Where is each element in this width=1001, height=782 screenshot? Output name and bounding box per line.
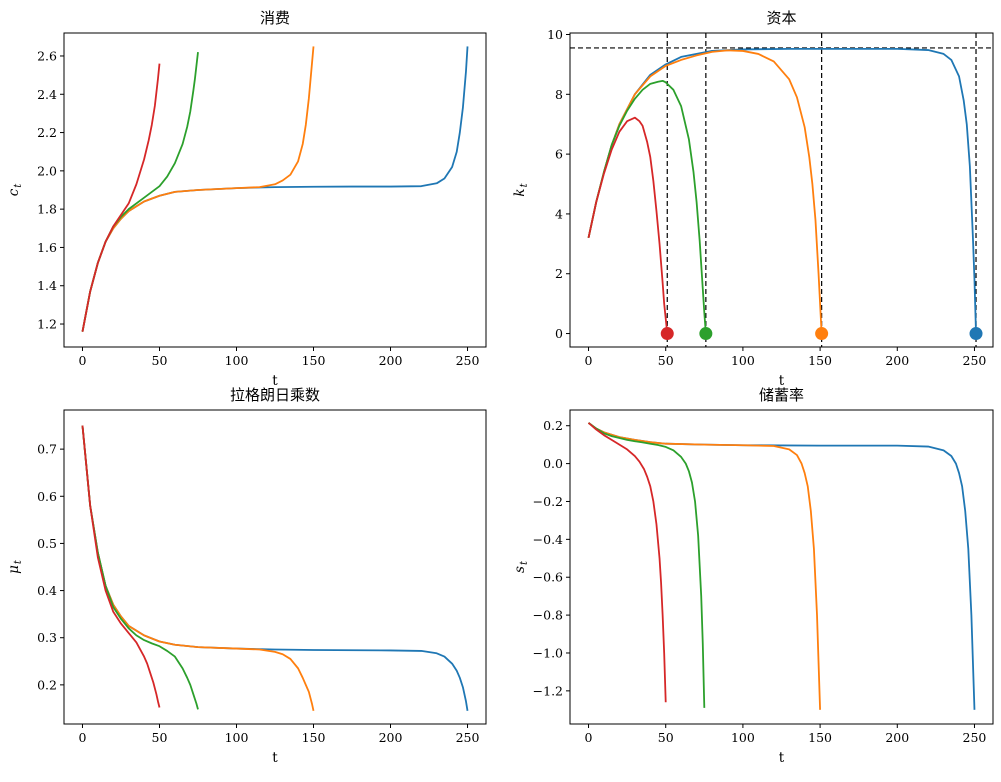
series-T50-line [587, 116, 669, 334]
axes-frame [569, 409, 994, 725]
y-tick-label: 10 [547, 27, 563, 42]
subplot-savings-rate: 0 50 100 150 200 250 0.2 0.0 −0.2 −0.4 −0.6 −0.8 −1.… [512, 386, 994, 766]
x-tick-label: 0 [585, 353, 593, 368]
y-tick-label: 1.8 [37, 202, 57, 217]
y-axis-label: st [512, 560, 530, 573]
terminal-marker-T150 [815, 327, 829, 341]
plot-area [570, 33, 993, 347]
series-T150-line [587, 422, 821, 710]
x-tick-label: 100 [731, 730, 755, 745]
x-tick-label: 150 [302, 353, 326, 368]
x-tick-label: 250 [963, 730, 987, 745]
x-tick-label: 200 [379, 353, 403, 368]
x-tick-label: 200 [885, 353, 909, 368]
y-axis-label: ct [6, 183, 24, 197]
x-tick-label: 250 [963, 353, 987, 368]
y-tick-label: 0.0 [543, 456, 563, 471]
y-tick-label: 0.6 [37, 489, 57, 504]
y-tick-label: 8 [555, 87, 563, 102]
subplot-consumption: 0 50 100 150 200 250 1.2 1.4 1.6 1.8 2.0 2.2 2.4 2.6 消… [6, 9, 487, 389]
subplot-lagrange-multiplier: 0 50 100 150 200 250 0.2 0.3 0.4 0.5 0.6 0.7 拉格朗日乘数 t… [6, 386, 487, 766]
x-tick-label: 150 [808, 730, 832, 745]
y-tick-label: −1.2 [533, 683, 563, 698]
x-tick-label: 50 [658, 353, 674, 368]
y-tick-label: −0.4 [533, 532, 563, 547]
x-tick-label: 0 [585, 730, 593, 745]
y-tick-label: 2.4 [37, 87, 57, 102]
series-T150-line [81, 46, 315, 332]
x-tick-label: 150 [302, 730, 326, 745]
y-tick-label: 0.4 [37, 583, 57, 598]
x-tick-label: 0 [79, 353, 87, 368]
x-tick-label: 50 [152, 353, 168, 368]
y-tick-label: −0.6 [533, 570, 563, 585]
y-tick-label: 6 [555, 147, 563, 162]
x-axis-label: t [272, 750, 278, 766]
x-tick-label: 0 [79, 730, 87, 745]
y-tick-label: 4 [555, 206, 563, 221]
y-tick-label: 2.0 [37, 163, 57, 178]
y-tick-label: 2.6 [37, 48, 57, 63]
series-T250-line [81, 46, 469, 332]
series-T150-line [587, 49, 823, 334]
x-tick-label: 250 [456, 353, 480, 368]
y-tick-label: 0.7 [37, 442, 57, 457]
x-tick-label: 100 [225, 353, 249, 368]
y-axis-label: kt [512, 182, 530, 196]
chart-title: 资本 [766, 9, 796, 27]
plot-area [81, 46, 469, 332]
x-tick-label: 200 [885, 730, 909, 745]
series-T50-line [587, 422, 667, 703]
y-tick-label: 0.5 [37, 536, 57, 551]
y-tick-label: 0.2 [37, 677, 57, 692]
terminal-marker-T75 [699, 327, 713, 341]
chart-title: 消费 [260, 9, 290, 27]
plot-area [81, 425, 469, 711]
subplot-capital: 0 50 100 150 200 250 0 2 4 6 8 10 资本 t kt [512, 9, 994, 389]
y-tick-label: 2 [555, 266, 563, 281]
axes-frame [63, 32, 487, 348]
axes-frame [63, 409, 487, 725]
x-tick-label: 200 [379, 730, 403, 745]
series-T50-line [81, 63, 161, 332]
chart-title: 拉格朗日乘数 [230, 386, 320, 404]
y-tick-label: −0.2 [533, 494, 563, 509]
y-tick-label: −1.0 [533, 645, 563, 660]
series-T150-line [81, 425, 315, 711]
y-tick-label: 2.2 [37, 125, 57, 140]
y-tick-label: 1.4 [37, 278, 57, 293]
y-tick-label: 1.6 [37, 240, 57, 255]
series-T250-line [587, 47, 977, 334]
series-T75-line [81, 425, 199, 710]
series-T75-line [587, 422, 706, 708]
x-axis-label: t [779, 750, 785, 766]
x-tick-label: 250 [456, 730, 480, 745]
y-tick-label: 1.2 [37, 317, 57, 332]
y-tick-label: 0.2 [543, 418, 563, 433]
series-T250-line [81, 425, 469, 711]
x-tick-label: 100 [731, 353, 755, 368]
y-tick-label: 0.3 [37, 630, 57, 645]
x-tick-label: 100 [225, 730, 249, 745]
axes-frame [569, 32, 994, 348]
series-T250-line [587, 422, 976, 710]
y-tick-label: −0.8 [533, 608, 563, 623]
series-T50-line [81, 425, 161, 708]
x-tick-label: 50 [152, 730, 168, 745]
x-tick-label: 50 [658, 730, 674, 745]
y-axis-label: μt [6, 559, 24, 574]
x-axis-label: t [779, 373, 785, 389]
chart-title: 储蓄率 [759, 386, 804, 404]
x-axis-label: t [272, 373, 278, 389]
terminal-marker-T50 [660, 327, 674, 341]
terminal-marker-T250 [969, 327, 983, 341]
x-tick-label: 150 [808, 353, 832, 368]
plot-area [587, 422, 976, 710]
y-tick-label: 0 [555, 326, 563, 341]
series-T75-line [587, 79, 707, 334]
